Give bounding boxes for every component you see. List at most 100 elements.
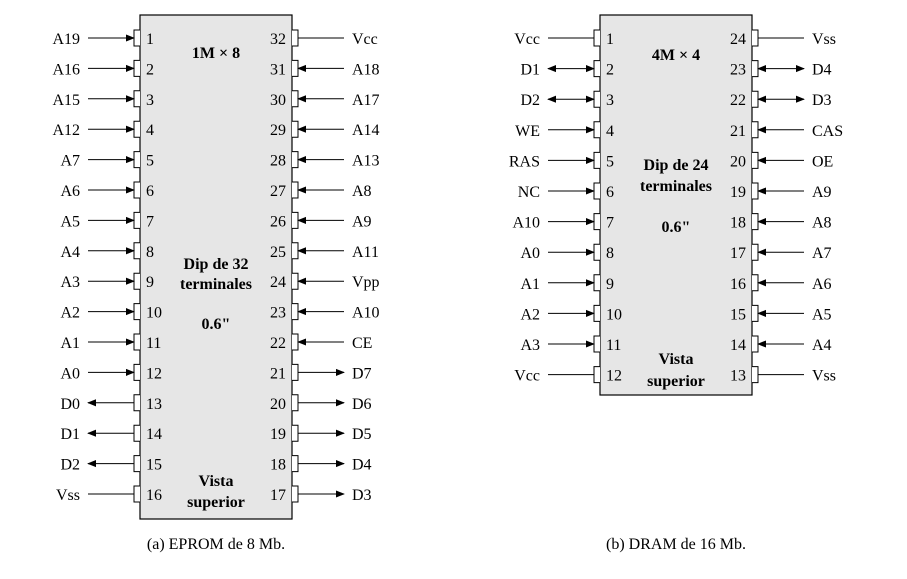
dram-pin-4: WE 4	[515, 121, 614, 140]
eprom-width: 0.6"	[202, 316, 231, 333]
pin-signal-label: A8	[352, 183, 372, 200]
dram-pins: Vcc 1 D1 2 D2 3 WE 4 RAS 5 NC 6 A10 7 A0 8 A1 9 A2 10 A3 11 Vc…	[509, 29, 843, 385]
pin-number: 15	[730, 306, 746, 323]
pin-stub	[133, 90, 140, 108]
pin-number: 16	[730, 276, 746, 293]
pin-signal-label: Vpp	[352, 274, 380, 291]
pin-number: 20	[270, 396, 286, 413]
pin-stub	[593, 335, 600, 353]
dram-pin-2: D1 2	[520, 60, 614, 79]
pin-stub	[593, 29, 600, 47]
pin-stub	[752, 335, 759, 353]
pin-number: 29	[270, 122, 286, 139]
eprom-pin-26: A9 26	[270, 211, 372, 230]
pin-number: 10	[606, 306, 622, 323]
pin-stub	[593, 366, 600, 384]
dram-pin-19: A9 19	[730, 182, 832, 201]
pin-number: 27	[270, 183, 286, 200]
pin-stub	[752, 304, 759, 322]
dram-view-line1: Vista	[659, 351, 694, 368]
pin-stub	[133, 363, 140, 381]
pin-signal-label: D4	[812, 62, 832, 79]
eprom-pin-19: D5 19	[270, 424, 372, 443]
pin-signal-label: A12	[52, 122, 80, 139]
pin-signal-label: A0	[520, 245, 540, 262]
pin-number: 16	[146, 487, 162, 504]
pin-stub	[752, 29, 759, 47]
pin-stub	[133, 181, 140, 199]
dram-pin-7: A10 7	[512, 213, 614, 232]
pin-stub	[133, 242, 140, 260]
pin-signal-label: A4	[60, 244, 80, 261]
dram-pin-3: D2 3	[520, 90, 614, 109]
pin-signal-label: D1	[520, 62, 540, 79]
pin-signal-label: A9	[352, 213, 372, 230]
dram-pin-5: RAS 5	[509, 151, 614, 170]
pin-signal-label: A15	[52, 92, 80, 109]
pin-number: 30	[270, 92, 286, 109]
pin-stub	[593, 121, 600, 139]
pin-number: 25	[270, 244, 286, 261]
pin-number: 21	[270, 365, 286, 382]
dram-caption: (b) DRAM de 16 Mb.	[606, 536, 746, 553]
pin-signal-label: A17	[352, 92, 380, 109]
pin-number: 3	[146, 92, 154, 109]
pin-stub	[133, 455, 140, 473]
pin-stub	[133, 485, 140, 503]
pin-number: 14	[730, 337, 746, 354]
pin-stub	[292, 90, 299, 108]
dram-pin-20: OE 20	[730, 151, 833, 170]
eprom-pin-17: D3 17	[270, 485, 372, 504]
dram-pin-9: A1 9	[520, 274, 614, 293]
pin-stub	[593, 60, 600, 78]
pin-signal-label: A19	[52, 31, 80, 48]
pin-stub	[292, 455, 299, 473]
eprom-pin-21: D7 21	[270, 363, 372, 382]
pin-signal-label: D0	[60, 396, 80, 413]
pin-signal-label: A2	[60, 305, 80, 322]
pin-stub	[752, 90, 759, 108]
eprom-pin-18: D4 18	[270, 455, 372, 474]
pin-number: 17	[730, 245, 746, 262]
dram-pin-15: A5 15	[730, 304, 832, 323]
pin-number: 5	[146, 153, 154, 170]
pin-stub	[133, 394, 140, 412]
pin-signal-label: CE	[352, 335, 372, 352]
dram-pin-23: D4 23	[730, 60, 832, 79]
pin-signal-label: NC	[518, 184, 540, 201]
pin-signal-label: D2	[60, 457, 80, 474]
pin-number: 8	[146, 244, 154, 261]
dram-pin-18: A8 18	[730, 213, 832, 232]
pin-number: 18	[270, 457, 286, 474]
pin-stub	[752, 60, 759, 78]
pin-stub	[133, 151, 140, 169]
pin-number: 14	[146, 426, 162, 443]
pin-signal-label: A0	[60, 365, 80, 382]
pin-signal-label: D6	[352, 396, 372, 413]
pin-signal-label: Vss	[56, 487, 80, 504]
eprom-pin-2: A16 2	[52, 59, 154, 78]
dram-view-line2: superior	[647, 373, 705, 390]
dram-pin-17: A7 17	[730, 243, 832, 262]
pin-number: 7	[606, 215, 614, 232]
pin-number: 4	[146, 122, 154, 139]
pin-number: 13	[730, 368, 746, 385]
eprom-pin-16: Vss 16	[56, 485, 162, 504]
pin-number: 24	[270, 274, 286, 291]
pin-stub	[292, 181, 299, 199]
eprom-pin-22: CE 22	[270, 333, 372, 352]
eprom-pin-15: D2 15	[60, 455, 162, 474]
pin-signal-label: A3	[520, 337, 540, 354]
dram-pin-1: Vcc 1	[514, 29, 614, 48]
pin-stub	[292, 424, 299, 442]
pin-signal-label: A1	[520, 276, 540, 293]
eprom-pin-4: A12 4	[52, 120, 154, 139]
pin-number: 11	[146, 335, 161, 352]
dram-pin-21: CAS 21	[730, 121, 843, 140]
pin-number: 24	[730, 31, 746, 48]
eprom-pin-13: D0 13	[60, 394, 162, 413]
pin-stub	[292, 211, 299, 229]
pin-stub	[593, 274, 600, 292]
